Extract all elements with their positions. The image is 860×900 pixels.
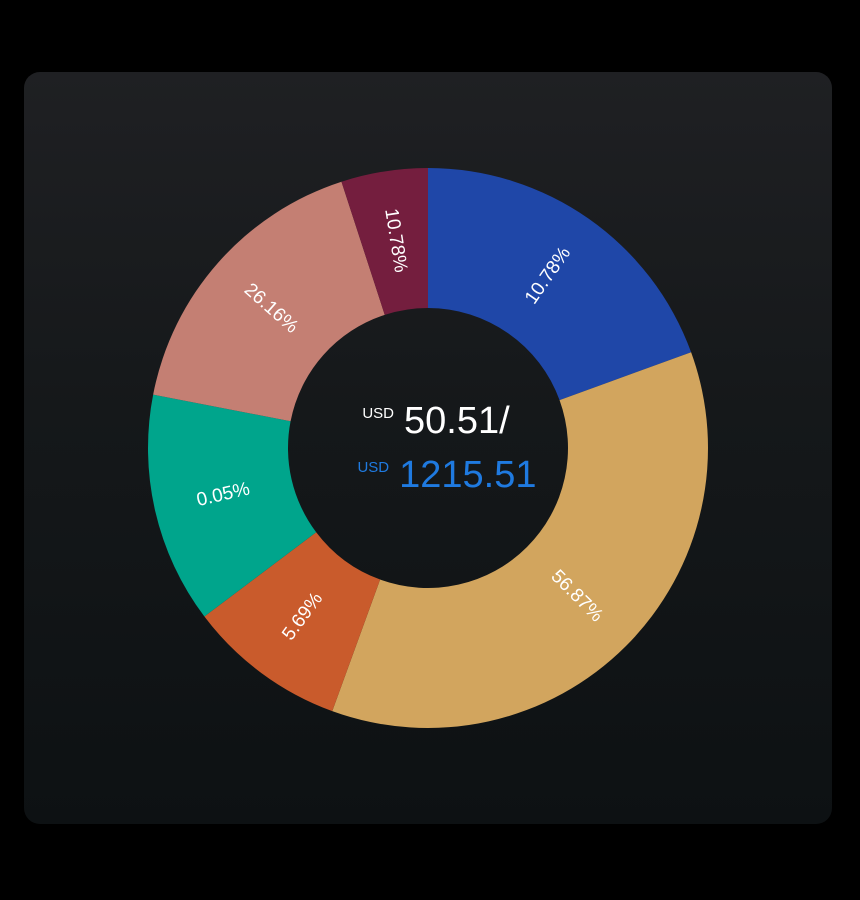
donut-slice [153, 181, 385, 422]
donut-slices [148, 168, 708, 728]
spent-currency: USD [362, 405, 394, 422]
total-amount: USD 1215.51 [357, 456, 536, 494]
center-summary: USD 50.51/ USD 1215.51 [288, 308, 568, 588]
total-currency: USD [357, 459, 390, 476]
donut-slice [341, 168, 428, 315]
donut-slice [332, 352, 708, 728]
donut-slice [204, 532, 381, 712]
donut-slice [428, 168, 692, 401]
total-value: 1215.51 [399, 454, 537, 496]
spent-amount: USD 50.51/ [362, 402, 509, 440]
donut-slice [148, 394, 317, 617]
spent-value: 50.51/ [404, 400, 510, 442]
